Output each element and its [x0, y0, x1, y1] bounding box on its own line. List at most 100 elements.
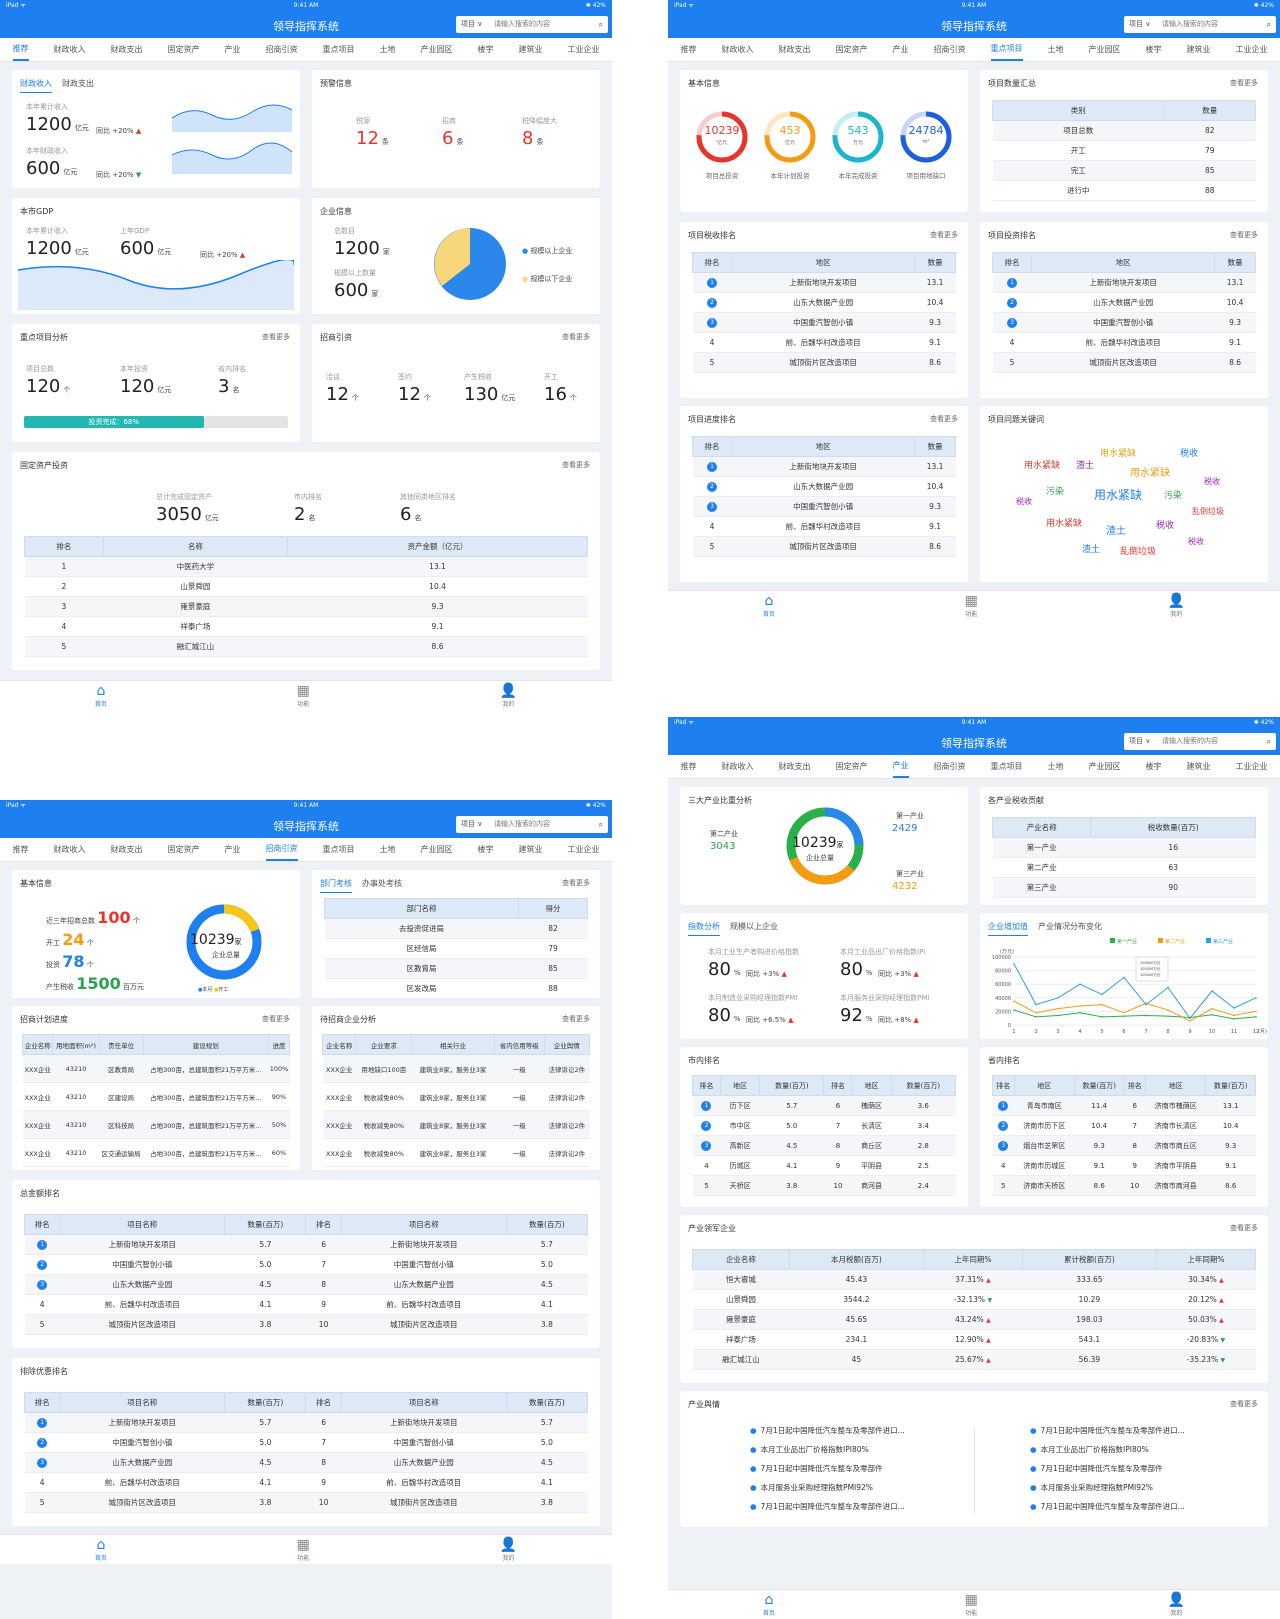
tab-fixed-assets[interactable]: 固定资产	[835, 762, 868, 771]
keyword[interactable]: 渣土	[1076, 461, 1095, 471]
nav-home[interactable]: ⌂ 首页	[94, 682, 107, 708]
leader-more[interactable]: 查看更多	[1230, 1224, 1258, 1232]
keyword[interactable]: 渣土	[1106, 526, 1126, 537]
tab-industrial[interactable]: 工业企业	[1235, 762, 1268, 771]
keyword[interactable]: 乱倒垃圾	[1120, 547, 1157, 557]
tab-land[interactable]: 土地	[1047, 762, 1064, 771]
opinion-more[interactable]: 查看更多	[1230, 1400, 1258, 1408]
tab-industrial[interactable]: 工业企业	[1235, 45, 1268, 54]
summary-more[interactable]: 查看更多	[1230, 79, 1258, 87]
tab-scale[interactable]: 规模以上企业	[730, 922, 778, 931]
news-item[interactable]: ● 本月服务业采购经理指数PMI92%	[750, 1483, 873, 1492]
tab-key-projects[interactable]: 重点项目	[322, 45, 355, 54]
tab-construction[interactable]: 建筑业	[1186, 45, 1211, 54]
news-item[interactable]: ● 本月工业品出厂价格指数IPI80%	[1030, 1445, 1149, 1454]
nav-function[interactable]: ▦ 功能	[296, 1536, 310, 1562]
tab-growth[interactable]: 企业增加值	[988, 921, 1028, 936]
tab-income[interactable]: 财政收入	[20, 78, 52, 93]
pending-more[interactable]: 查看更多	[562, 1015, 590, 1023]
keyword[interactable]: 税收	[1016, 497, 1032, 506]
tab-fin-expense[interactable]: 财政支出	[110, 845, 143, 854]
keyword[interactable]: 污染	[1164, 491, 1183, 501]
tab-buildings[interactable]: 楼宇	[1145, 45, 1162, 54]
tab-industry[interactable]: 产业	[224, 45, 241, 54]
news-item[interactable]: ● 7月1日起中国降低汽车整车及零部件进口...	[750, 1502, 905, 1511]
tab-key-projects[interactable]: 重点项目	[990, 762, 1023, 771]
tab-key-projects[interactable]: 重点项目	[990, 38, 1023, 61]
tab-investment[interactable]: 招商引资	[265, 838, 298, 861]
tab-parks[interactable]: 产业园区	[420, 45, 453, 54]
tab-parks[interactable]: 产业园区	[1088, 762, 1121, 771]
plan-more[interactable]: 查看更多	[262, 1015, 290, 1023]
tab-industry[interactable]: 产业	[892, 45, 909, 54]
tab-recommend[interactable]: 推荐	[680, 762, 697, 771]
tab-land[interactable]: 土地	[379, 45, 396, 54]
news-item[interactable]: ● 本月工业品出厂价格指数IPI80%	[750, 1445, 869, 1454]
keyword[interactable]: 用水紧缺	[1094, 488, 1143, 502]
news-item[interactable]: ● 7月1日起中国降低汽车整车及零部件进口...	[1030, 1426, 1185, 1435]
tab-key-projects[interactable]: 重点项目	[322, 845, 355, 854]
tab-parks[interactable]: 产业园区	[420, 845, 453, 854]
tab-buildings[interactable]: 楼宇	[477, 45, 494, 54]
keyword[interactable]: 渣土	[1082, 545, 1101, 555]
keyword[interactable]: 税收	[1156, 521, 1175, 531]
tab-land[interactable]: 土地	[1047, 45, 1064, 54]
key-project-more[interactable]: 查看更多	[262, 333, 290, 341]
tab-investment[interactable]: 招商引资	[933, 45, 966, 54]
invest-rank-more[interactable]: 查看更多	[1230, 231, 1258, 239]
tab-fixed-assets[interactable]: 固定资产	[167, 45, 200, 54]
tab-recommend[interactable]: 推荐	[680, 45, 697, 54]
progress-rank-more[interactable]: 查看更多	[930, 415, 958, 423]
tab-office[interactable]: 办事处考核	[362, 879, 402, 888]
tab-construction[interactable]: 建筑业	[1186, 762, 1211, 771]
tab-fin-expense[interactable]: 财政支出	[778, 45, 811, 54]
tab-fin-expense[interactable]: 财政支出	[778, 762, 811, 771]
tab-industry[interactable]: 产业	[224, 845, 241, 854]
nav-home[interactable]: ⌂ 首页	[762, 1591, 775, 1617]
tab-fin-income[interactable]: 财政收入	[53, 45, 86, 54]
tab-expense[interactable]: 财政支出	[62, 79, 94, 88]
tab-investment[interactable]: 招商引资	[933, 762, 966, 771]
keyword[interactable]: 税收	[1204, 477, 1220, 486]
news-item[interactable]: ● 7月1日起中国降低汽车整车及零部件进口...	[1030, 1502, 1185, 1511]
tab-fixed-assets[interactable]: 固定资产	[835, 45, 868, 54]
tab-fin-expense[interactable]: 财政支出	[110, 45, 143, 54]
tax-rank-more[interactable]: 查看更多	[930, 231, 958, 239]
keyword[interactable]: 用水紧缺	[1046, 519, 1083, 529]
tab-fin-income[interactable]: 财政收入	[53, 845, 86, 854]
news-item[interactable]: ● 7月1日起中国降低汽车整车及零部件	[1030, 1464, 1163, 1473]
news-item[interactable]: ● 7月1日起中国降低汽车整车及零部件	[750, 1464, 883, 1473]
tab-fin-income[interactable]: 财政收入	[721, 762, 754, 771]
search-box[interactable]: 项目 ∨ 请输入搜索的内容 ⌕	[456, 16, 608, 33]
tab-fixed-assets[interactable]: 固定资产	[167, 845, 200, 854]
tab-industrial[interactable]: 工业企业	[567, 45, 600, 54]
keyword[interactable]: 乱倒垃圾	[1192, 507, 1224, 516]
fixed-assets-more[interactable]: 查看更多	[562, 461, 590, 469]
search-icon[interactable]: ⌕	[598, 20, 603, 29]
tab-construction[interactable]: 建筑业	[518, 45, 543, 54]
nav-mine[interactable]: 👤 我的	[1167, 592, 1186, 618]
search-type-select[interactable]: 项目 ∨	[461, 20, 483, 28]
search-box[interactable]: 项目 ∨ 请输入搜索的内容 ⌕	[1124, 733, 1276, 750]
keyword[interactable]: 用水紧缺	[1024, 461, 1061, 471]
search-box[interactable]: 项目 ∨ 请输入搜索的内容 ⌕	[1124, 16, 1276, 33]
nav-function[interactable]: ▦ 功能	[964, 592, 978, 618]
search-box[interactable]: 项目 ∨ 请输入搜索的内容 ⌕	[456, 816, 608, 833]
tab-index[interactable]: 指数分析	[688, 921, 720, 936]
dept-more[interactable]: 查看更多	[562, 879, 590, 887]
tab-parks[interactable]: 产业园区	[1088, 45, 1121, 54]
tab-buildings[interactable]: 楼宇	[477, 845, 494, 854]
keyword[interactable]: 用水紧缺	[1100, 449, 1137, 459]
tab-land[interactable]: 土地	[379, 845, 396, 854]
tab-industry[interactable]: 产业	[892, 755, 909, 778]
nav-mine[interactable]: 👤 我的	[499, 1536, 518, 1562]
tab-investment[interactable]: 招商引资	[265, 45, 298, 54]
nav-home[interactable]: ⌂ 首页	[762, 592, 775, 618]
nav-mine[interactable]: 👤 我的	[499, 682, 518, 708]
tab-recommend[interactable]: 推荐	[12, 38, 29, 61]
tab-recommend[interactable]: 推荐	[12, 845, 29, 854]
news-item[interactable]: ● 7月1日起中国降低汽车整车及零部件进口...	[750, 1426, 905, 1435]
keyword[interactable]: 税收	[1188, 537, 1204, 546]
tab-industrial[interactable]: 工业企业	[567, 845, 600, 854]
news-item[interactable]: ● 本月服务业采购经理指数PMI92%	[1030, 1483, 1153, 1492]
